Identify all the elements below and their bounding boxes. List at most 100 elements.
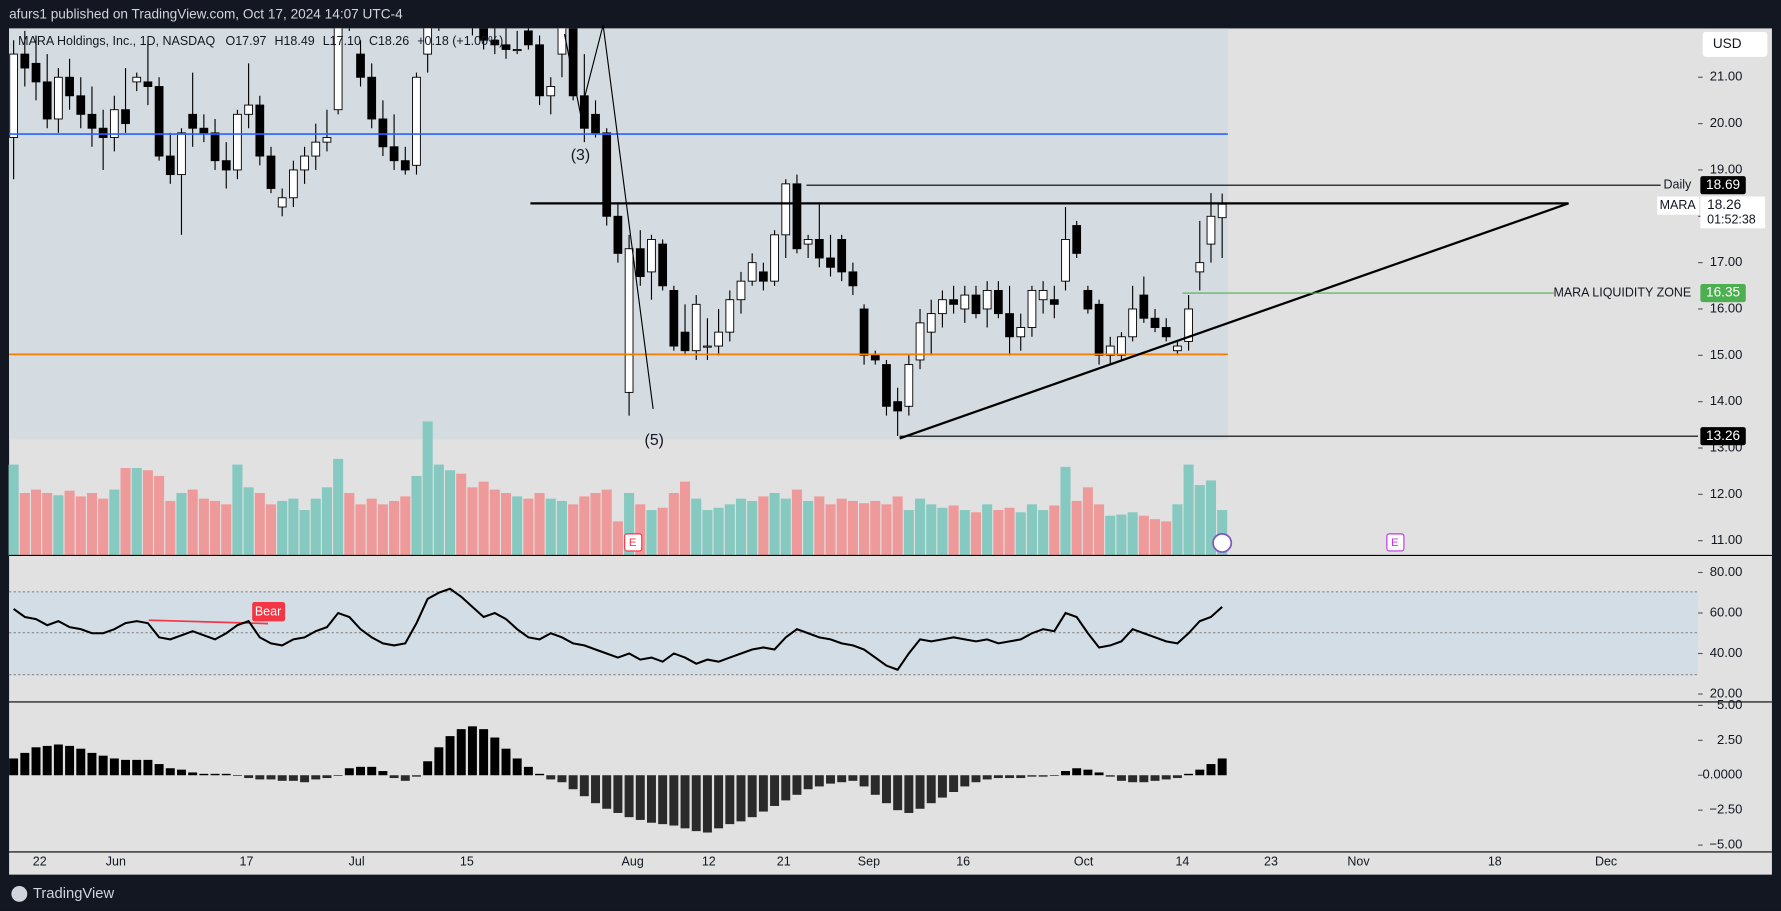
volume-bar bbox=[1138, 515, 1149, 556]
tick-label: 20.00 bbox=[1710, 685, 1743, 700]
macd-bar bbox=[591, 775, 600, 804]
candle-body bbox=[703, 345, 712, 348]
macd-bar bbox=[456, 729, 466, 776]
volume-bar bbox=[478, 481, 489, 556]
volume-bar bbox=[265, 504, 277, 556]
time-label: 14 bbox=[1175, 854, 1189, 868]
macd-bar bbox=[1094, 772, 1104, 776]
volume-bar bbox=[702, 510, 713, 556]
candle-body bbox=[1161, 327, 1171, 338]
earnings-marker[interactable] bbox=[1386, 533, 1405, 552]
candle-body bbox=[647, 239, 656, 273]
macd-bar bbox=[65, 745, 75, 776]
tick-label: 16.00 bbox=[1710, 300, 1743, 315]
macd-bar bbox=[915, 775, 925, 809]
earnings-marker[interactable] bbox=[624, 533, 643, 552]
volume-bar bbox=[881, 504, 892, 556]
tick-label: 2.50 bbox=[1717, 732, 1742, 747]
candle-body bbox=[20, 53, 30, 69]
macd-bar bbox=[333, 775, 343, 776]
tick-label: 21.00 bbox=[1710, 69, 1743, 84]
time-label: Aug bbox=[622, 854, 644, 868]
candle-body bbox=[870, 354, 880, 361]
time-label: Sep bbox=[858, 854, 880, 868]
candle-body bbox=[121, 109, 130, 125]
macd-bar bbox=[277, 775, 287, 781]
volume-bar bbox=[187, 489, 198, 556]
candle-body bbox=[42, 81, 52, 120]
candle-body bbox=[1027, 289, 1037, 328]
candle-body bbox=[479, 28, 488, 41]
time-label: Jul bbox=[349, 854, 365, 868]
macd-bar bbox=[691, 775, 701, 832]
volume-bar bbox=[523, 498, 534, 556]
candle-body bbox=[747, 262, 757, 282]
candle-body bbox=[322, 137, 332, 143]
volume-bar bbox=[657, 507, 668, 556]
divergence-label: Bear bbox=[255, 605, 281, 619]
volume-bar bbox=[556, 500, 567, 556]
macd-bar bbox=[1049, 775, 1059, 776]
legend-high: H18.49 bbox=[274, 34, 314, 48]
macd-bar bbox=[389, 775, 399, 779]
candle-body bbox=[680, 331, 690, 352]
macd-bar bbox=[467, 726, 477, 776]
macd-bar bbox=[669, 775, 679, 826]
candle-body bbox=[546, 86, 556, 97]
time-label: 23 bbox=[1264, 854, 1278, 868]
candle-body bbox=[893, 401, 903, 412]
macd-bar bbox=[1072, 768, 1082, 776]
volume-bar bbox=[1217, 510, 1228, 556]
candle-body bbox=[781, 183, 791, 236]
volume-bar bbox=[836, 498, 847, 556]
volume-bar bbox=[254, 492, 265, 556]
macd-bar bbox=[781, 775, 791, 801]
candle-body bbox=[289, 169, 298, 199]
macd-bar bbox=[658, 775, 668, 825]
volume-bar bbox=[154, 475, 165, 556]
candle-body bbox=[1072, 225, 1082, 254]
macd-bar bbox=[1083, 769, 1093, 776]
volume-bar bbox=[1082, 487, 1093, 556]
daily-label: Daily bbox=[1664, 177, 1693, 191]
volume-bar bbox=[433, 464, 444, 556]
macd-bar bbox=[378, 771, 388, 776]
candle-body bbox=[98, 127, 108, 138]
macd-bar bbox=[1161, 775, 1171, 780]
macd-bar bbox=[1016, 775, 1026, 779]
macd-bar bbox=[792, 775, 802, 795]
currency-button[interactable] bbox=[1702, 31, 1768, 57]
macd-bar bbox=[1128, 775, 1138, 783]
volume-bar bbox=[277, 500, 288, 556]
macd-bar bbox=[210, 773, 220, 776]
candle-body bbox=[568, 28, 578, 97]
volume-bar bbox=[1071, 500, 1082, 556]
volume-layer bbox=[8, 421, 1228, 556]
low-badge bbox=[1700, 427, 1746, 446]
legend: MARA Holdings, Inc., 1D, NASDAQ O17.97 H… bbox=[18, 34, 503, 48]
macd-bar bbox=[98, 755, 108, 776]
tick-label: 11.00 bbox=[1711, 532, 1743, 547]
macd-bar bbox=[837, 775, 847, 783]
volume-bar bbox=[333, 458, 344, 556]
macd-bar bbox=[736, 775, 746, 822]
macd-bar bbox=[1184, 773, 1194, 776]
event-marker[interactable] bbox=[1212, 533, 1233, 553]
candle-body bbox=[356, 53, 365, 78]
macd-bar bbox=[1139, 775, 1149, 783]
macd-bar bbox=[20, 752, 30, 776]
macd-bar bbox=[255, 775, 265, 780]
macd-bar bbox=[568, 775, 578, 790]
volume-bar bbox=[914, 498, 926, 556]
volume-bar bbox=[1026, 504, 1037, 556]
candle-body bbox=[1016, 327, 1026, 338]
macd-bar bbox=[557, 775, 567, 783]
candle-body bbox=[1094, 303, 1104, 356]
legend-symbol: MARA Holdings, Inc., 1D, NASDAQ bbox=[18, 34, 215, 48]
candle-body bbox=[624, 248, 634, 393]
candle-body bbox=[803, 239, 813, 245]
macd-bar bbox=[42, 745, 52, 776]
volume-bar bbox=[1004, 507, 1015, 556]
macd-bar bbox=[1217, 758, 1227, 776]
candle-body bbox=[837, 239, 847, 273]
